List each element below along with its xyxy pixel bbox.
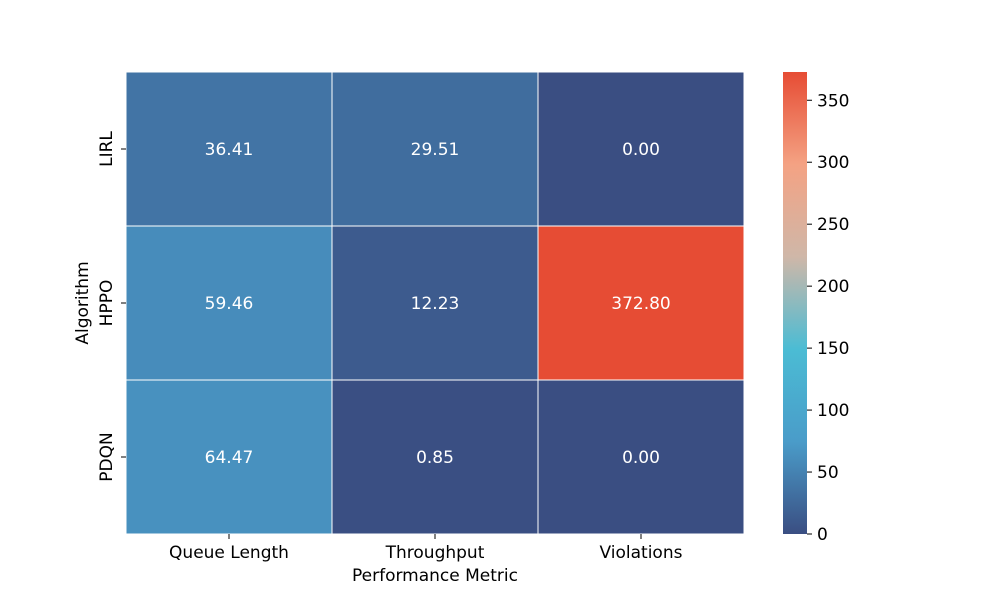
x-axis-label: Performance Metric — [352, 566, 518, 586]
cell-value-label: 59.46 — [205, 294, 254, 314]
colorbar-tick-label: 250 — [817, 215, 849, 235]
heatmap-cells — [125, 71, 745, 535]
cell-hppo-violations — [537, 225, 745, 381]
cell-value-label: 372.80 — [611, 294, 670, 314]
y-tick-label: LIRL — [97, 131, 117, 167]
colorbar-tick-label: 300 — [817, 153, 849, 173]
cell-value-label: 0.85 — [416, 448, 454, 468]
x-tick-label: Queue Length — [169, 543, 289, 563]
cell-lirl-throughput — [331, 71, 539, 227]
colorbar-tick-label: 150 — [817, 339, 849, 359]
cell-value-label: 36.41 — [205, 140, 254, 160]
cell-hppo-queue-length — [125, 225, 333, 381]
x-tick-label: Violations — [600, 543, 683, 563]
heatmap-cell-labels: 36.41 29.51 0.00 59.46 12.23 372.80 64.47 0.85 0… — [205, 140, 671, 468]
colorbar-tick-label: 350 — [817, 91, 849, 111]
colorbar-tick-label: 100 — [817, 401, 849, 421]
cell-value-label: 12.23 — [411, 294, 460, 314]
colorbar-tick-label: 200 — [817, 277, 849, 297]
cell-value-label: 64.47 — [205, 448, 254, 468]
colorbar-tick-label: 0 — [817, 525, 828, 545]
cell-pdqn-throughput — [331, 379, 539, 535]
x-tick-labels: Queue Length Throughput Violations — [169, 534, 683, 563]
y-tick-label: PDQN — [97, 432, 117, 481]
cell-value-label: 0.00 — [622, 448, 660, 468]
x-tick-label: Throughput — [385, 543, 485, 563]
y-tick-label: HPPO — [97, 280, 117, 327]
colorbar — [783, 72, 807, 534]
cell-value-label: 29.51 — [411, 140, 460, 160]
cell-pdqn-queue-length — [125, 379, 333, 535]
cell-value-label: 0.00 — [622, 140, 660, 160]
colorbar-tick-label: 50 — [817, 463, 839, 483]
cell-lirl-violations — [537, 71, 745, 227]
cell-lirl-queue-length — [125, 71, 333, 227]
colorbar-ticks: 0 50 100 150 200 250 300 350 — [807, 91, 849, 545]
cell-hppo-throughput — [331, 225, 539, 381]
y-axis-label: Algorithm — [73, 261, 93, 344]
y-tick-labels: LIRL HPPO PDQN — [97, 131, 126, 482]
